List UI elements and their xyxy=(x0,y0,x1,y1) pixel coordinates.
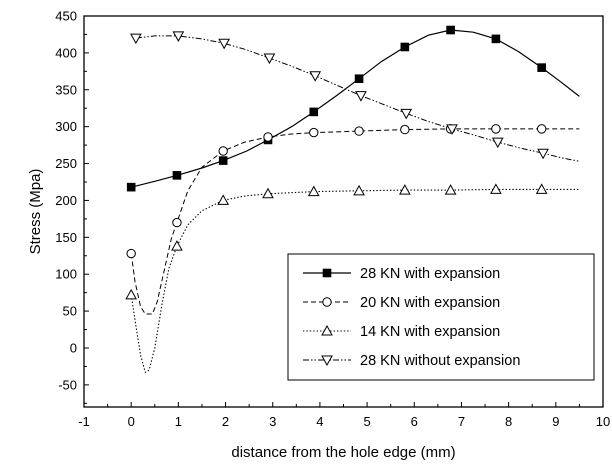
y-tick-label: 100 xyxy=(55,267,77,282)
data-point-series-1 xyxy=(400,42,410,52)
data-point-series-2 xyxy=(309,127,319,138)
data-point-series-3 xyxy=(398,184,411,195)
x-tick-label: 9 xyxy=(552,414,559,429)
y-tick-label: 150 xyxy=(55,230,77,245)
data-point-series-2 xyxy=(400,124,410,135)
legend-swatch-marker xyxy=(321,324,333,336)
data-point-series-1 xyxy=(309,107,319,117)
legend-swatch-marker xyxy=(322,297,332,307)
data-point-series-4 xyxy=(218,38,230,50)
data-point-series-3 xyxy=(217,194,230,205)
tick-labels: -1 0 1 2 3 4 5 6 7 8 9 10 -50 0 50 100 150 200 250 300 350 40… xyxy=(55,9,610,430)
x-tick-label: 10 xyxy=(596,414,610,429)
x-tick-label: 7 xyxy=(458,414,465,429)
data-point-series-4 xyxy=(309,71,322,82)
legend-label: 28 KN with expansion xyxy=(360,266,500,282)
x-axis-title: distance from the hole edge (mm) xyxy=(231,444,455,461)
data-point-series-2 xyxy=(172,217,182,228)
legend-swatch-marker xyxy=(322,268,332,278)
data-point-series-4 xyxy=(263,53,276,65)
y-tick-label: 50 xyxy=(63,304,77,319)
data-point-series-1 xyxy=(172,171,182,180)
data-point-series-2 xyxy=(218,146,228,156)
data-point-series-3 xyxy=(125,288,138,300)
x-tick-label: 2 xyxy=(222,414,229,429)
x-tick-label: 0 xyxy=(128,414,135,429)
y-tick-label: 450 xyxy=(55,9,77,24)
data-point-series-4 xyxy=(400,108,413,120)
data-point-series-1 xyxy=(218,156,228,165)
x-tick-label: 4 xyxy=(316,414,323,429)
data-point-series-2 xyxy=(354,126,364,136)
y-tick-label: -50 xyxy=(58,377,77,392)
data-point-series-4 xyxy=(355,91,367,102)
data-point-series-1 xyxy=(354,74,364,84)
legend-label: 14 KN with expansion xyxy=(360,324,500,340)
x-tick-label: 6 xyxy=(411,414,418,429)
x-tick-label: -1 xyxy=(78,414,90,429)
y-tick-label: 400 xyxy=(55,45,77,60)
data-point-series-1 xyxy=(537,63,546,72)
series-line-1 xyxy=(131,29,580,188)
y-tick-label: 0 xyxy=(70,340,77,355)
data-point-series-1 xyxy=(446,25,455,35)
y-tick-label: 350 xyxy=(55,82,77,97)
data-point-series-3 xyxy=(353,184,365,196)
x-tick-label: 1 xyxy=(175,414,182,429)
legend-label: 28 KN without expansion xyxy=(360,353,520,369)
data-point-series-4 xyxy=(491,137,504,149)
data-point-series-4 xyxy=(446,124,458,135)
y-axis-title: Stress (Mpa) xyxy=(27,169,44,255)
legend-label: 20 KN with expansion xyxy=(360,295,500,311)
x-tick-label: 8 xyxy=(505,414,512,429)
data-point-series-4 xyxy=(172,31,185,42)
plot-frame xyxy=(83,15,604,408)
x-tick-label: 3 xyxy=(269,414,276,429)
series-markers xyxy=(125,25,549,300)
y-tick-label: 250 xyxy=(55,156,77,171)
data-point-series-2 xyxy=(263,132,273,142)
x-tick-label: 5 xyxy=(363,414,370,429)
data-point-series-3 xyxy=(444,184,457,195)
data-point-series-2 xyxy=(126,248,136,259)
legend: 28 KN with expansion 20 KN with expansion… xyxy=(287,253,595,381)
data-point-series-3 xyxy=(307,185,320,197)
y-tick-label: 200 xyxy=(55,193,77,208)
data-point-series-2 xyxy=(491,124,501,134)
series-line-3 xyxy=(130,188,580,373)
data-point-series-1 xyxy=(491,34,501,44)
legend-swatch-marker xyxy=(321,355,333,367)
series-line-4 xyxy=(135,35,580,162)
data-point-series-3 xyxy=(171,240,183,251)
data-point-series-3 xyxy=(535,183,548,194)
series-line-2 xyxy=(130,128,580,315)
data-point-series-4 xyxy=(130,33,142,45)
data-point-series-3 xyxy=(490,183,502,194)
data-point-series-4 xyxy=(537,148,549,160)
y-tick-label: 300 xyxy=(55,119,77,134)
data-point-series-1 xyxy=(126,182,136,192)
data-point-series-3 xyxy=(262,187,274,199)
legend-box xyxy=(287,253,595,381)
data-point-series-2 xyxy=(536,124,547,134)
